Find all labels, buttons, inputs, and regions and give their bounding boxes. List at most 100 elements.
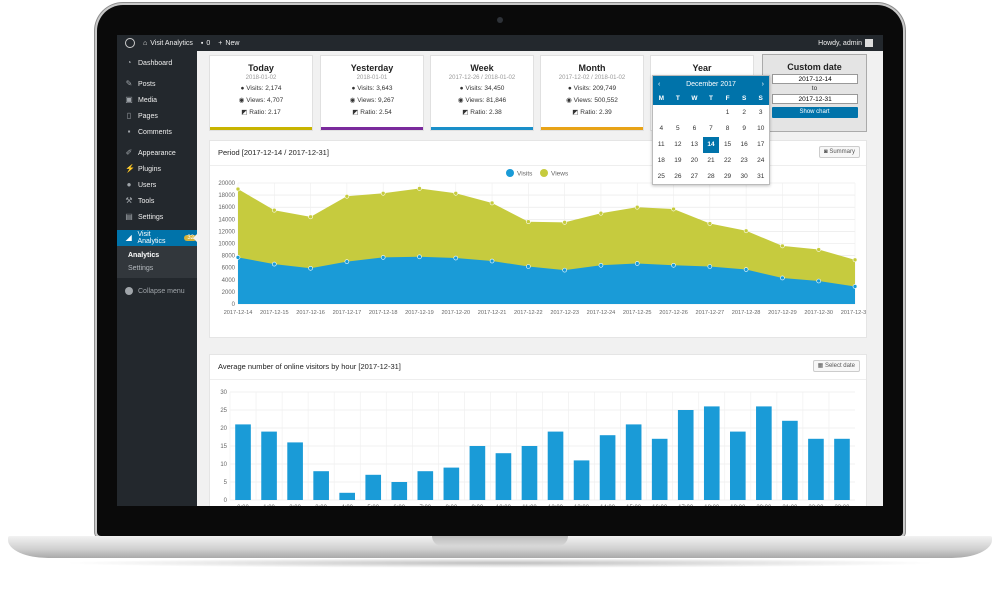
calendar-day[interactable]: 15 bbox=[723, 141, 732, 148]
to-label: to bbox=[811, 85, 818, 92]
screen: ⌂ Visit Analytics ▪ 0 + New Howdy, admin… bbox=[117, 35, 883, 506]
show-chart-button[interactable]: Show chart bbox=[771, 107, 858, 118]
calendar-day[interactable]: 23 bbox=[740, 157, 748, 164]
sidebar-item-comments[interactable]: ▪ Comments bbox=[117, 124, 197, 140]
x-tick-label: 18:00 bbox=[704, 505, 720, 506]
sidebar-item-pages[interactable]: ▯ Pages bbox=[117, 108, 197, 124]
stat-views: ◉ Views: 4,707 bbox=[210, 96, 312, 104]
calendar-day[interactable]: 7 bbox=[709, 125, 713, 132]
calendar-day[interactable]: 4 bbox=[659, 125, 664, 132]
sidebar-item-visit-analytics[interactable]: ◢ Visit Analytics 32 bbox=[117, 230, 197, 246]
calendar-day[interactable]: 17 bbox=[757, 141, 765, 148]
sidebar-item-label: Tools bbox=[138, 197, 155, 205]
calendar-day[interactable]: 19 bbox=[674, 157, 682, 164]
calendar-day[interactable]: 31 bbox=[757, 173, 765, 180]
x-tick-label: 14:00 bbox=[600, 505, 616, 506]
calendar-day[interactable]: 2 bbox=[742, 109, 746, 116]
eye-icon: ◉ bbox=[566, 97, 574, 104]
wordpress-logo-icon[interactable] bbox=[125, 38, 135, 48]
calendar-day[interactable]: 18 bbox=[657, 157, 665, 164]
submenu-item-settings[interactable]: Settings bbox=[128, 265, 154, 272]
site-name-link[interactable]: ⌂ Visit Analytics bbox=[143, 40, 193, 47]
sidebar-item-settings[interactable]: ▤ Settings bbox=[117, 209, 197, 225]
stat-date: 2017-12-02 / 2018-01-02 bbox=[558, 75, 626, 81]
sidebar-item-media[interactable]: ▣ Media bbox=[117, 92, 197, 108]
calendar-day[interactable]: 3 bbox=[758, 109, 763, 116]
calendar-day[interactable]: 29 bbox=[723, 173, 732, 180]
calendar-day[interactable]: 12 bbox=[674, 141, 682, 148]
ratio-icon: ◩ bbox=[462, 109, 471, 116]
comments-link[interactable]: ▪ 0 bbox=[201, 40, 210, 47]
calendar-day[interactable]: 25 bbox=[657, 173, 665, 180]
sidebar-item-dashboard[interactable]: ◔ Dashboard bbox=[117, 55, 197, 71]
page-icon: ▯ bbox=[126, 111, 132, 120]
select-date-button[interactable]: ▦ Select date bbox=[812, 360, 860, 372]
calendar-day[interactable]: 16 bbox=[740, 141, 748, 148]
stat-color-bar bbox=[210, 127, 312, 130]
date-from-input[interactable]: 2017-12-14 bbox=[771, 74, 858, 84]
sidebar-item-plugins[interactable]: ⚡ Plugins bbox=[117, 161, 197, 177]
sidebar-item-posts[interactable]: ✎ Posts bbox=[117, 76, 197, 92]
calendar-day[interactable]: 11 bbox=[657, 141, 665, 148]
new-content-link[interactable]: + New bbox=[218, 40, 239, 47]
calendar-day[interactable]: 20 bbox=[690, 157, 699, 164]
eye-icon: ◉ bbox=[457, 97, 466, 104]
prev-month-icon[interactable]: ‹ bbox=[658, 80, 661, 88]
submenu-item-analytics[interactable]: Analytics bbox=[128, 252, 160, 259]
dashboard-icon: ◔ bbox=[126, 58, 132, 67]
date-to-input[interactable]: 2017-12-31 bbox=[771, 94, 858, 104]
calendar-day[interactable]: 22 bbox=[723, 157, 732, 164]
x-tick-label: 2017-12-17 bbox=[333, 310, 362, 316]
summary-button[interactable]: ◙ Summary bbox=[819, 146, 860, 158]
x-tick-label: 9:00 bbox=[472, 505, 484, 506]
date-picker: ‹ December 2017 › M T W T F S S 1 2 3 4 5 6 7 8 9 10 11 12… bbox=[652, 75, 770, 185]
calendar-day[interactable]: 13 bbox=[690, 141, 699, 148]
y-tick-label: 20000 bbox=[218, 181, 235, 187]
y-tick-label: 6000 bbox=[222, 266, 236, 272]
stat-ratio-value: Ratio: 2.17 bbox=[249, 109, 281, 116]
calendar-day[interactable]: 8 bbox=[725, 125, 730, 132]
data-point-visits bbox=[598, 262, 604, 268]
account-menu[interactable]: Howdy, admin bbox=[818, 39, 873, 47]
weekday-header: T bbox=[702, 92, 720, 105]
x-tick-label: 2017-12-25 bbox=[623, 310, 652, 316]
data-point-visits bbox=[526, 264, 531, 269]
next-month-icon[interactable]: › bbox=[761, 80, 764, 88]
stat-ratio: ◩ Ratio: 2.17 bbox=[210, 108, 312, 116]
calendar-day[interactable]: 27 bbox=[690, 173, 699, 180]
sidebar-item-label: Appearance bbox=[138, 149, 176, 157]
y-tick-label: 10 bbox=[220, 462, 227, 468]
calendar-day[interactable]: 1 bbox=[725, 109, 730, 116]
calendar-day[interactable]: 21 bbox=[707, 157, 715, 164]
calendar-day[interactable]: 6 bbox=[692, 125, 697, 132]
stat-visits-value: Visits: 3,643 bbox=[357, 85, 393, 92]
collapse-menu-button[interactable]: Collapse menu bbox=[117, 282, 197, 300]
calendar-day[interactable]: 5 bbox=[676, 125, 680, 132]
y-tick-label: 16000 bbox=[218, 205, 235, 211]
bar bbox=[469, 446, 486, 500]
stat-ratio-value: Ratio: 2.38 bbox=[470, 109, 502, 116]
calendar-day[interactable]: 14 bbox=[702, 137, 720, 153]
series-area-visits bbox=[238, 256, 855, 304]
data-point-visits bbox=[852, 284, 858, 289]
bar bbox=[730, 431, 746, 500]
calendar-day[interactable]: 30 bbox=[740, 173, 748, 180]
sidebar-item-label: Plugins bbox=[138, 165, 161, 173]
brush-icon: ✐ bbox=[125, 148, 133, 157]
calendar-day[interactable]: 28 bbox=[707, 173, 715, 180]
x-tick-label: 0:00 bbox=[237, 505, 249, 506]
x-tick-label: 2017-12-24 bbox=[587, 310, 616, 316]
sidebar-item-users[interactable]: ● Users bbox=[117, 177, 197, 193]
y-tick-label: 30 bbox=[220, 390, 227, 396]
calendar-day[interactable]: 9 bbox=[742, 125, 746, 132]
sidebar-item-tools[interactable]: ⚒ Tools bbox=[117, 193, 197, 209]
sidebar-item-appearance[interactable]: ✐ Appearance bbox=[117, 145, 197, 161]
x-tick-label: 2017-12-28 bbox=[732, 310, 761, 316]
calendar-day[interactable]: 10 bbox=[757, 125, 765, 132]
stat-ratio-value: Ratio: 2.39 bbox=[580, 109, 612, 116]
calendar-day[interactable]: 26 bbox=[674, 173, 682, 180]
admin-sidebar: ◔ Dashboard ✎ Posts ▣ Media ▯ Pages ▪ Comment… bbox=[117, 51, 197, 506]
calendar-day[interactable]: 24 bbox=[757, 157, 765, 164]
weekday-header: S bbox=[735, 92, 753, 105]
y-tick-label: 8000 bbox=[222, 254, 236, 260]
